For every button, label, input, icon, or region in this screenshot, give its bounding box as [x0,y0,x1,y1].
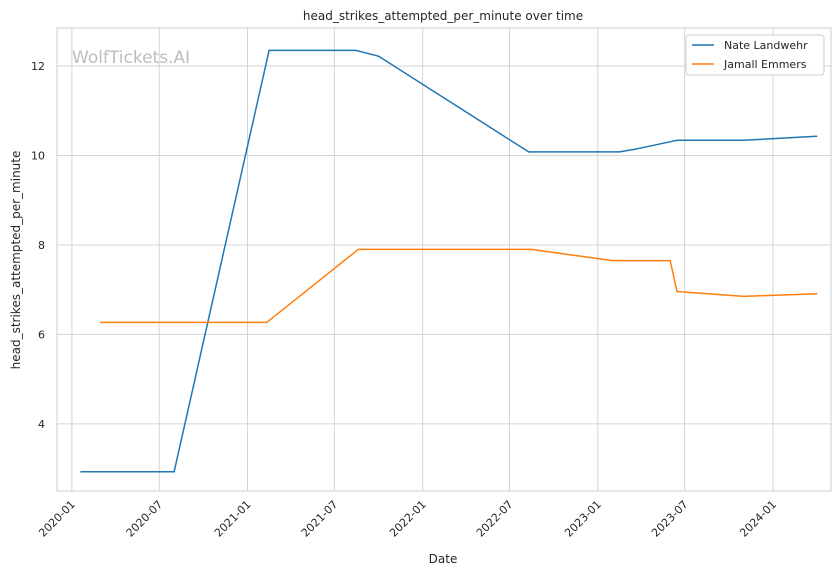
data-point [357,248,360,251]
data-point [377,55,380,57]
y-tick-label: 4 [38,418,45,431]
data-point [530,248,532,251]
y-tick-label: 10 [31,149,45,162]
legend: Nate Landwehr Jamall Emmers [685,34,825,76]
data-point [742,295,745,298]
x-tick-label: 2020-07 [124,498,166,540]
data-point [676,290,678,293]
y-tick-label: 6 [38,328,45,341]
data-point [815,135,818,138]
y-tick-label: 8 [38,239,45,252]
data-point [268,49,270,52]
data-point [265,321,268,324]
x-axis-label: Date [429,552,458,566]
x-tick-label: 2023-07 [649,498,691,540]
x-tick-label: 2021-07 [299,498,341,540]
legend-label: Jamall Emmers [723,58,807,71]
legend-label: Nate Landwehr [724,39,808,52]
data-point [80,471,82,473]
series-lines [80,49,818,473]
data-point [669,259,671,262]
data-point [618,151,621,153]
x-tick-label: 2023-01 [562,498,604,540]
data-point [355,49,357,52]
data-point [676,139,678,142]
plot-frame [56,27,832,492]
y-axis-label: head_strikes_attempted_per_minute [9,151,23,370]
y-tick-label: 12 [31,60,45,73]
legend-box [685,34,825,76]
x-tick-label: 2022-07 [474,498,516,540]
data-point [742,139,745,142]
x-tick-label: 2024-01 [737,498,779,540]
data-point [634,148,636,150]
watermark: WolfTickets.AI [72,48,191,68]
data-point [99,321,102,324]
grid-lines [57,28,831,491]
chart-title: head_strikes_attempted_per_minute over t… [303,9,583,23]
x-tick-label: 2022-01 [387,498,429,540]
x-tick-label: 2020-01 [36,498,78,540]
series-line-1 [100,248,817,324]
series-line-0 [81,49,817,473]
data-point [611,259,614,262]
x-tick-label: 2021-01 [212,498,254,540]
data-point [173,471,175,473]
data-point [527,151,530,153]
axes: 4 6 8 10 12 2020-01 2020-07 2021-01 2021-07 2022-… [31,27,832,540]
data-point [815,292,818,295]
